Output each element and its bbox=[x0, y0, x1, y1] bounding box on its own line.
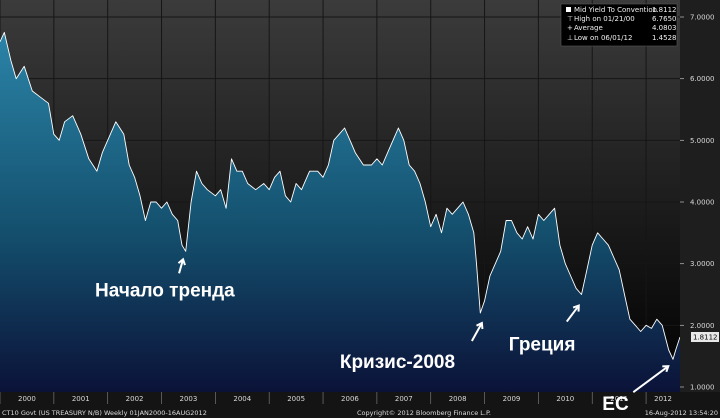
legend-low-icon: ⊥ bbox=[567, 34, 573, 42]
annotation-arrow-shaft bbox=[470, 322, 483, 342]
annotation-arrow-head-icon bbox=[476, 321, 484, 330]
annotation-arrow-shaft bbox=[178, 259, 185, 274]
y-tick-label: 1.0000 bbox=[690, 384, 715, 392]
x-tick-label: 2002 bbox=[126, 395, 144, 403]
last-value-box bbox=[691, 332, 719, 342]
annotation-label: ЕС bbox=[602, 394, 629, 415]
annotation-0: Начало тренда bbox=[95, 257, 235, 301]
annotation-label: Начало тренда bbox=[95, 280, 235, 301]
x-tick-label: 2010 bbox=[556, 395, 574, 403]
y-tick-label: 6.0000 bbox=[690, 75, 715, 83]
y-axis-band bbox=[680, 0, 720, 392]
x-tick-label: 2003 bbox=[180, 395, 198, 403]
legend-label-high: High on 01/21/00 bbox=[574, 15, 635, 23]
legend: Mid Yield To Convention 1.8112 ⊤ High on… bbox=[560, 3, 678, 47]
y-tick-label: 2.0000 bbox=[690, 322, 715, 330]
y-axis: 1.0000 2.0000 3.0000 4.0000 5.0000 6.0000 7.00… bbox=[680, 14, 715, 392]
legend-label-series: Mid Yield To Convention bbox=[574, 6, 657, 14]
last-value-label: 1.8112 bbox=[693, 334, 718, 342]
series-area-fill bbox=[0, 32, 680, 393]
legend-row-high: ⊤ High on 01/21/00 6.7650 bbox=[567, 15, 677, 23]
legend-row-low: ⊥ Low on 06/01/12 1.4528 bbox=[567, 34, 677, 42]
legend-box bbox=[560, 3, 678, 47]
legend-label-average: Average bbox=[574, 24, 603, 32]
annotations: Начало тренда Кризис-2008 Греция ЕС bbox=[95, 257, 670, 415]
footer-right: 16-Aug-2012 13:54:20 bbox=[645, 409, 718, 417]
series-area bbox=[0, 31, 681, 393]
legend-value-low: 1.4528 bbox=[652, 34, 677, 42]
legend-value-series: 1.8112 bbox=[652, 6, 677, 14]
legend-label-low: Low on 06/01/12 bbox=[574, 34, 632, 42]
x-tick-label: 2004 bbox=[233, 395, 251, 403]
annotation-arrow-head-icon bbox=[572, 304, 580, 312]
legend-value-average: 4.0803 bbox=[652, 24, 677, 32]
legend-square-icon bbox=[566, 7, 571, 12]
series-line bbox=[0, 31, 681, 360]
x-tick-label: 2000 bbox=[18, 395, 36, 403]
annotation-3: ЕС bbox=[602, 365, 670, 415]
x-tick-label: 2005 bbox=[287, 395, 305, 403]
legend-row-series: Mid Yield To Convention 1.8112 bbox=[566, 6, 677, 14]
annotation-label: Греция bbox=[509, 335, 576, 356]
footer-center: Copyright© 2012 Bloomberg Finance L.P. bbox=[357, 409, 491, 417]
x-tick-label: 2006 bbox=[341, 395, 359, 403]
y-tick-label: 3.0000 bbox=[690, 260, 715, 268]
legend-high-icon: ⊤ bbox=[567, 15, 573, 23]
x-axis-band bbox=[0, 392, 720, 418]
y-tick-label: 7.0000 bbox=[690, 14, 715, 22]
footer-left: CT10 Govt (US TREASURY N/B) Weekly 01JAN… bbox=[2, 409, 207, 417]
footer: CT10 Govt (US TREASURY N/B) Weekly 01JAN… bbox=[2, 409, 718, 417]
y-tick-label: 4.0000 bbox=[690, 199, 715, 207]
last-value-marker: 1.8112 bbox=[691, 332, 719, 342]
x-tick-label: 2009 bbox=[503, 395, 521, 403]
x-tick-label: 2008 bbox=[449, 395, 467, 403]
annotation-arrow-head-icon bbox=[662, 365, 670, 373]
annotation-arrow-shaft bbox=[565, 304, 580, 323]
x-tick-label: 2001 bbox=[72, 395, 90, 403]
x-tick-label: 2011 bbox=[610, 395, 628, 403]
legend-average-icon: + bbox=[567, 24, 573, 32]
annotation-arrow-shaft bbox=[632, 365, 669, 393]
annotation-1: Кризис-2008 bbox=[340, 321, 484, 373]
y-tick-label: 5.0000 bbox=[690, 137, 715, 145]
annotation-arrow-head-icon bbox=[177, 257, 186, 266]
x-tick-label: 2012 bbox=[654, 395, 672, 403]
x-tick-label: 2007 bbox=[395, 395, 413, 403]
x-axis: 2000 2001 2002 2003 2004 2005 2006 2007 2008 2009… bbox=[0, 392, 672, 404]
annotation-2: Греция bbox=[509, 304, 580, 356]
legend-value-high: 6.7650 bbox=[652, 15, 677, 23]
legend-row-average: + Average 4.0803 bbox=[567, 24, 677, 32]
annotation-label: Кризис-2008 bbox=[340, 352, 455, 373]
